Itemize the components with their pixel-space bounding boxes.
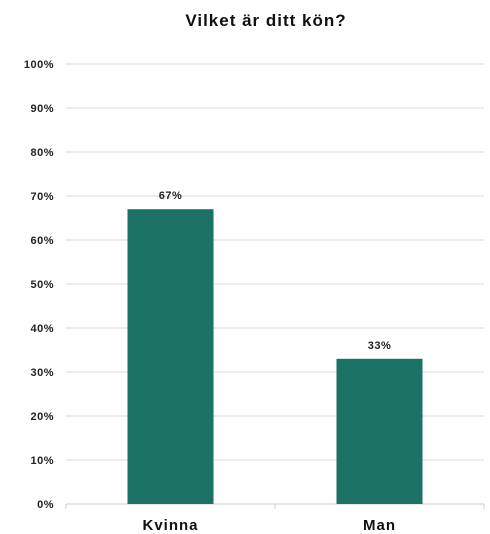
- y-tick-label: 0%: [37, 499, 54, 511]
- data-label-man: 33%: [368, 340, 392, 352]
- y-tick-label: 30%: [30, 367, 54, 379]
- y-tick-label: 10%: [30, 455, 54, 467]
- y-tick-label: 100%: [24, 59, 54, 71]
- y-tick-label: 20%: [30, 411, 54, 423]
- y-tick-label: 50%: [30, 279, 54, 291]
- bar-kvinna: [127, 209, 214, 504]
- chart-title: Vilket är ditt kön?: [185, 11, 346, 30]
- y-axis: 0% 10% 20% 30% 40% 50% 60% 70% 80% 90% 100%: [24, 59, 54, 511]
- y-tick-label: 60%: [30, 235, 54, 247]
- bar-man: [336, 358, 423, 504]
- data-labels: 67% 33%: [159, 190, 392, 352]
- bars: [127, 209, 423, 504]
- y-tick-label: 90%: [30, 103, 54, 115]
- y-tick-label: 40%: [30, 323, 54, 335]
- x-tick-label-man: Man: [363, 517, 396, 534]
- y-tick-label: 70%: [30, 191, 54, 203]
- y-tick-label: 80%: [30, 147, 54, 159]
- data-label-kvinna: 67%: [159, 190, 183, 202]
- x-axis: Kvinna Man: [65, 504, 485, 534]
- x-tick-label-kvinna: Kvinna: [142, 517, 198, 534]
